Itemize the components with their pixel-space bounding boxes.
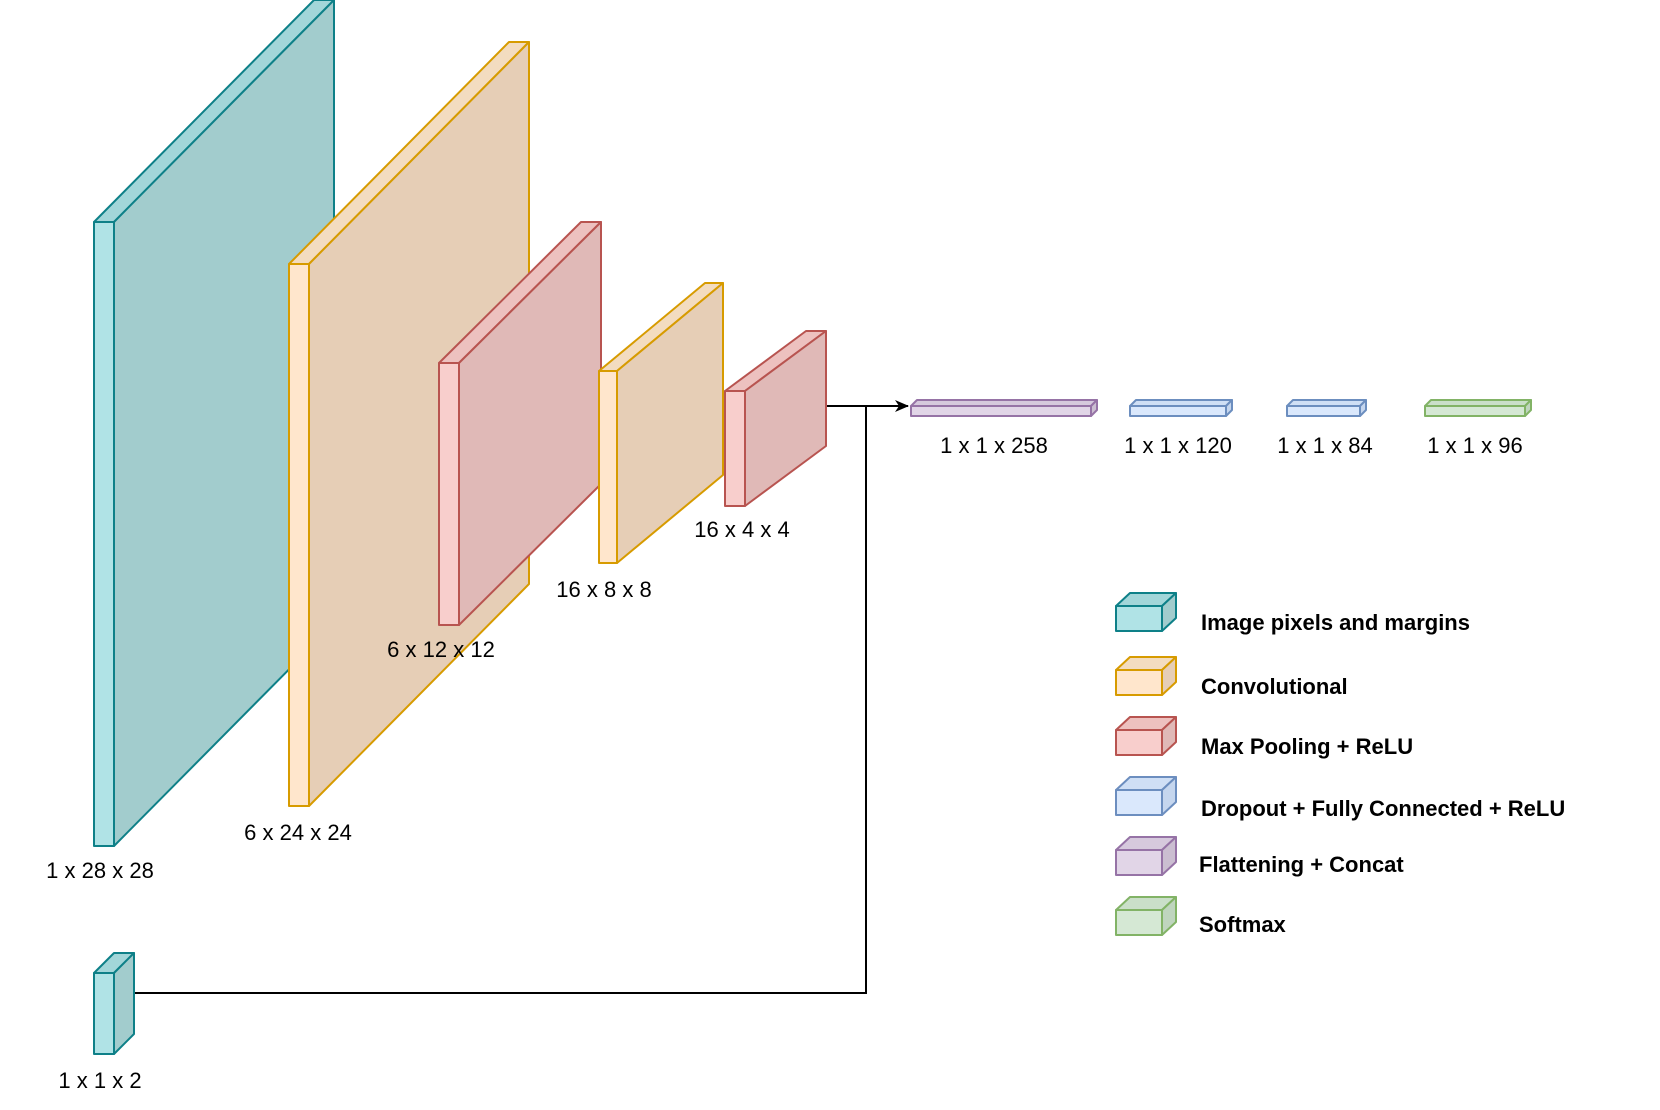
legend-label-max-pooling: Max Pooling + ReLU <box>1201 734 1413 759</box>
label-conv1: 6 x 24 x 24 <box>244 820 352 845</box>
layer-pool2 <box>724 330 827 507</box>
label-input-margins: 1 x 1 x 2 <box>58 1068 141 1093</box>
block-front-face <box>910 405 1092 417</box>
legend-label-flattening: Flattening + Concat <box>1199 852 1404 877</box>
block-front-face <box>1115 789 1163 816</box>
label-fc2: 1 x 1 x 84 <box>1277 433 1372 458</box>
label-input-image: 1 x 28 x 28 <box>46 858 154 883</box>
layer-pool1 <box>438 221 602 626</box>
block-front-face <box>1424 405 1526 417</box>
legend: Image pixels and margins Convolutional M… <box>1115 592 1565 937</box>
layer-input-image <box>93 0 335 847</box>
block-front-face <box>1115 729 1163 756</box>
layer-fc2 <box>1286 399 1367 417</box>
layer-softmax <box>1424 399 1532 417</box>
block-front-face <box>438 362 460 626</box>
block-front-face <box>93 221 115 847</box>
connector-margins-to-concat <box>133 406 867 994</box>
legend-swatch-purple <box>1115 836 1177 876</box>
layer-conv2 <box>598 282 724 564</box>
legend-swatch-orange <box>1115 656 1177 696</box>
legend-label-convolutional: Convolutional <box>1201 674 1348 699</box>
layer-conv1 <box>288 41 530 807</box>
legend-swatch-green <box>1115 896 1177 936</box>
legend-label-dropout-fc: Dropout + Fully Connected + ReLU <box>1201 796 1565 821</box>
legend-swatch-blue <box>1115 776 1177 816</box>
block-front-face <box>598 370 618 564</box>
legend-swatch-red <box>1115 716 1177 756</box>
legend-swatch-teal <box>1115 592 1177 632</box>
block-front-face <box>1286 405 1361 417</box>
legend-label-softmax: Softmax <box>1199 912 1287 937</box>
layer-fc1 <box>1129 399 1233 417</box>
label-conv2: 16 x 8 x 8 <box>556 577 651 602</box>
block-front-face <box>288 263 310 807</box>
block-front-face <box>724 390 746 507</box>
label-fc1: 1 x 1 x 120 <box>1124 433 1232 458</box>
label-flatten: 1 x 1 x 258 <box>940 433 1048 458</box>
block-front-face <box>1129 405 1227 417</box>
label-pool1: 6 x 12 x 12 <box>387 637 495 662</box>
label-softmax: 1 x 1 x 96 <box>1427 433 1522 458</box>
label-pool2: 16 x 4 x 4 <box>694 517 789 542</box>
block-front-face <box>1115 909 1163 936</box>
block-front-face <box>1115 849 1163 876</box>
block-front-face <box>1115 669 1163 696</box>
layer-input-margins <box>93 952 135 1055</box>
block-front-face <box>1115 605 1163 632</box>
block-front-face <box>93 972 115 1055</box>
legend-label-image-pixels: Image pixels and margins <box>1201 610 1470 635</box>
layer-flatten <box>910 399 1098 417</box>
